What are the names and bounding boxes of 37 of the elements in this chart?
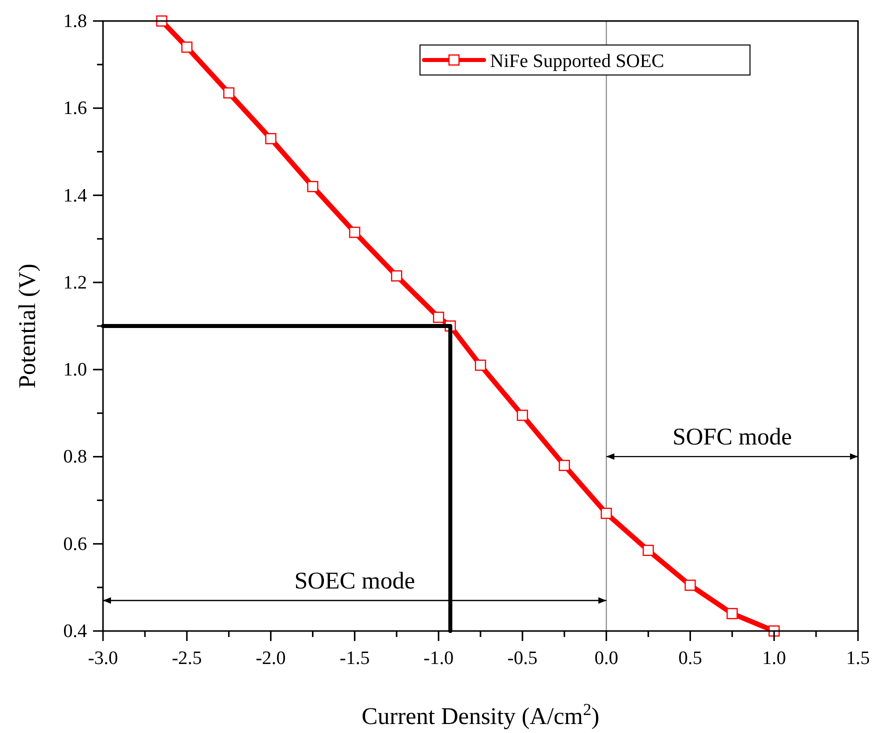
x-tick-label: -3.0 xyxy=(88,648,118,669)
y-tick-label: 1.2 xyxy=(63,272,87,294)
y-tick-label: 0.6 xyxy=(63,534,87,555)
point xyxy=(726,608,738,620)
point xyxy=(265,133,276,144)
point xyxy=(600,508,612,519)
point xyxy=(516,410,528,421)
point xyxy=(558,460,570,472)
point xyxy=(474,360,486,371)
point xyxy=(432,312,444,323)
point xyxy=(391,270,402,282)
point xyxy=(642,544,654,556)
x-tick-label: 0.5 xyxy=(678,648,702,669)
y-axis-title: Potential (V) xyxy=(15,264,41,388)
x-tick-label: 1.5 xyxy=(846,648,870,669)
point xyxy=(181,42,192,53)
x-tick-label: 0.0 xyxy=(594,648,618,669)
point xyxy=(307,180,318,192)
y-tick-label: 1.0 xyxy=(63,360,87,381)
x-tick-label: -0.5 xyxy=(507,648,538,669)
annotation: SOFC mode xyxy=(672,424,792,451)
annotation: SOEC mode xyxy=(294,568,416,594)
x-tick-label: -1.5 xyxy=(340,648,370,669)
y-tick-label: 1.4 xyxy=(63,185,88,206)
point xyxy=(349,226,360,238)
y-tick-label: 0.8 xyxy=(63,446,87,468)
point xyxy=(684,580,696,591)
point xyxy=(223,87,234,98)
y-tick-label: 0.4 xyxy=(63,621,88,642)
x-tick-label: -2.0 xyxy=(256,648,286,669)
y-tick-label: 1.6 xyxy=(63,98,87,120)
x-tick-label: 1.0 xyxy=(762,648,786,669)
y-tick-label: 1.8 xyxy=(63,11,87,32)
x-axis-title: Current Density (A/cm$^{2}$) xyxy=(362,700,600,730)
x-tick-label: -1.0 xyxy=(424,648,454,669)
x-tick-label: -2.5 xyxy=(172,648,202,669)
legend-label: NiFe Supported SOEC xyxy=(490,51,664,72)
